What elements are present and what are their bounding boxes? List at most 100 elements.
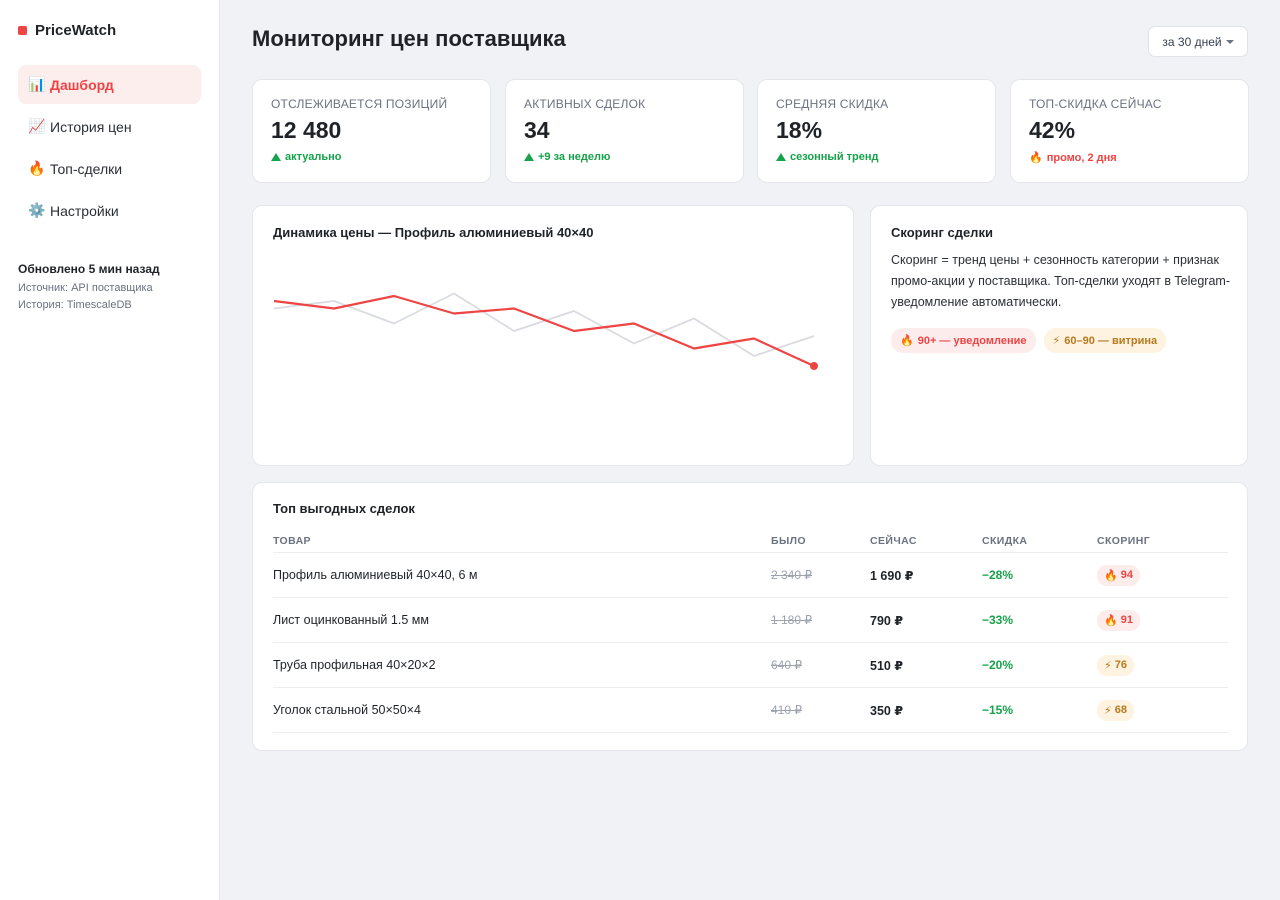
- score-value: 91: [1120, 614, 1133, 626]
- kpi-delta-text: +9 за неделю: [538, 151, 611, 163]
- page-title: Мониторинг цен поставщика: [252, 26, 566, 51]
- fire-icon: 🔥: [1104, 568, 1118, 582]
- score-pill-label: 90+ — уведомление: [917, 334, 1027, 347]
- discount-value: −15%: [982, 703, 1014, 717]
- score-pill-notify: 🔥 90+ — уведомление: [891, 328, 1036, 353]
- reference-series-line: [273, 292, 815, 357]
- scoring-card: Скоринг сделки Скоринг = тренд цены + се…: [870, 205, 1248, 466]
- sidebar: PriceWatch 📊 Дашборд 📈 История цен 🔥 Топ…: [0, 0, 220, 900]
- column-header-was[interactable]: БЫЛО: [771, 534, 806, 547]
- kpi-delta: актуально: [271, 151, 472, 163]
- score-pill-label: 60–90 — витрина: [1064, 334, 1158, 347]
- source-text: Источник: API поставщика: [18, 282, 153, 294]
- kpi-value: 42%: [1029, 117, 1076, 143]
- table-row[interactable]: Труба профильная 40×20×2 640 ₽ 510 ₽ −20…: [273, 643, 1228, 688]
- score-badge: 🔥 94: [1097, 564, 1140, 586]
- product-name: Уголок стальной 50×50×4: [273, 703, 421, 717]
- fire-icon: 🔥: [1104, 613, 1118, 627]
- kpi-delta-text: актуально: [285, 151, 342, 163]
- score-value: 94: [1120, 569, 1133, 581]
- sidebar-item-top-deals[interactable]: 🔥 Топ-сделки: [18, 149, 201, 188]
- table-row[interactable]: Уголок стальной 50×50×4 410 ₽ 350 ₽ −15%…: [273, 688, 1228, 733]
- score-badge: 🔥 91: [1097, 609, 1140, 631]
- bar-chart-icon: 📊: [28, 76, 46, 93]
- top-deals-card: Топ выгодных сделок ТОВАР БЫЛО СЕЙЧАС СК…: [252, 482, 1248, 751]
- brand[interactable]: PriceWatch: [18, 22, 116, 39]
- sidebar-item-label: Настройки: [50, 202, 119, 219]
- current-price: 510 ₽: [870, 658, 904, 673]
- gear-icon: ⚙️: [28, 202, 46, 219]
- kpi-delta: сезонный тренд: [776, 151, 977, 163]
- discount-value: −20%: [982, 658, 1014, 672]
- fire-icon: 🔥: [28, 160, 46, 177]
- lightning-icon: ⚡: [1052, 334, 1061, 347]
- kpi-value: 12 480: [271, 117, 342, 143]
- kpi-delta: +9 за неделю: [524, 151, 725, 163]
- column-header-now[interactable]: СЕЙЧАС: [870, 534, 917, 547]
- kpi-delta: 🔥 промо, 2 дня: [1029, 151, 1230, 164]
- fire-icon: 🔥: [1029, 151, 1043, 164]
- table-row[interactable]: Профиль алюминиевый 40×40, 6 м 2 340 ₽ 1…: [273, 553, 1228, 598]
- kpi-value: 18%: [776, 117, 823, 143]
- sidebar-nav: 📊 Дашборд 📈 История цен 🔥 Топ-сделки ⚙️ …: [18, 65, 201, 233]
- old-price: 640 ₽: [771, 658, 802, 672]
- top-deals-title: Топ выгодных сделок: [273, 501, 415, 516]
- period-select[interactable]: за 30 дней: [1148, 26, 1248, 57]
- sync-status: Обновлено 5 мин назад Источник: API пост…: [18, 262, 160, 316]
- current-price: 1 690 ₽: [870, 568, 914, 583]
- scoring-description: Скоринг = тренд цены + сезонность катего…: [891, 253, 1231, 309]
- kpi-card-tracked: ОТСЛЕЖИВАЕТСЯ ПОЗИЦИЙ 12 480 актуально: [252, 79, 491, 183]
- product-name: Профиль алюминиевый 40×40, 6 м: [273, 568, 478, 582]
- score-pill-showcase: ⚡ 60–90 — витрина: [1043, 328, 1167, 353]
- column-header-score[interactable]: СКОРИНГ: [1097, 534, 1151, 547]
- price-chart-card: Динамика цены — Профиль алюминиевый 40×4…: [252, 205, 854, 466]
- old-price: 1 180 ₽: [771, 613, 812, 627]
- score-value: 76: [1114, 659, 1127, 671]
- kpi-label: ТОП-СКИДКА СЕЙЧАС: [1029, 97, 1162, 111]
- scoring-title: Скоринг сделки: [891, 225, 993, 240]
- sidebar-item-label: Топ-сделки: [50, 160, 123, 177]
- kpi-label: ОТСЛЕЖИВАЕТСЯ ПОЗИЦИЙ: [271, 97, 448, 111]
- fire-icon: 🔥: [900, 334, 914, 347]
- scoring-legend: 🔥 90+ — уведомление ⚡ 60–90 — витрина: [891, 328, 1227, 353]
- table-row[interactable]: Лист оцинкованный 1.5 мм 1 180 ₽ 790 ₽ −…: [273, 598, 1228, 643]
- kpi-delta-text: промо, 2 дня: [1046, 151, 1117, 164]
- history-text: История: TimescaleDB: [18, 299, 132, 311]
- current-price: 790 ₽: [870, 613, 904, 628]
- sidebar-item-dashboard[interactable]: 📊 Дашборд: [18, 65, 201, 104]
- brand-logo-icon: [18, 26, 27, 35]
- sidebar-item-settings[interactable]: ⚙️ Настройки: [18, 191, 201, 230]
- old-price: 410 ₽: [771, 703, 802, 717]
- kpi-delta-text: сезонный тренд: [790, 151, 879, 163]
- kpi-card-top-discount: ТОП-СКИДКА СЕЙЧАС 42% 🔥 промо, 2 дня: [1010, 79, 1249, 183]
- lightning-icon: ⚡: [1104, 703, 1112, 717]
- column-header-discount[interactable]: СКИДКА: [982, 534, 1028, 547]
- sidebar-item-label: История цен: [50, 118, 132, 135]
- score-badge: ⚡ 68: [1097, 699, 1134, 721]
- brand-name: PriceWatch: [35, 22, 117, 39]
- product-name: Труба профильная 40×20×2: [273, 658, 436, 672]
- kpi-label: АКТИВНЫХ СДЕЛОК: [524, 97, 646, 111]
- kpi-label: СРЕДНЯЯ СКИДКА: [776, 97, 889, 111]
- latest-price-point: [810, 362, 818, 370]
- trend-up-icon: [271, 153, 281, 161]
- price-series-line: [273, 294, 815, 367]
- trend-chart-icon: 📈: [28, 118, 46, 135]
- chart-title: Динамика цены — Профиль алюминиевый 40×4…: [273, 225, 594, 240]
- sidebar-item-price-history[interactable]: 📈 История цен: [18, 107, 201, 146]
- kpi-card-active-deals: АКТИВНЫХ СДЕЛОК 34 +9 за неделю: [505, 79, 744, 183]
- chevron-down-icon: [1225, 40, 1234, 44]
- kpi-card-avg-discount: СРЕДНЯЯ СКИДКА 18% сезонный тренд: [757, 79, 996, 183]
- period-select-value: за 30 дней: [1162, 34, 1222, 49]
- trend-up-icon: [776, 153, 786, 161]
- price-chart: [273, 292, 818, 370]
- old-price: 2 340 ₽: [771, 568, 812, 582]
- kpi-value: 34: [524, 117, 550, 143]
- deals-table: ТОВАР БЫЛО СЕЙЧАС СКИДКА СКОРИНГ Профиль…: [273, 529, 1228, 733]
- lightning-icon: ⚡: [1104, 658, 1112, 672]
- current-price: 350 ₽: [870, 703, 904, 718]
- column-header-product[interactable]: ТОВАР: [273, 534, 311, 547]
- discount-value: −33%: [982, 613, 1014, 627]
- table-header: ТОВАР БЫЛО СЕЙЧАС СКИДКА СКОРИНГ: [273, 529, 1228, 553]
- product-name: Лист оцинкованный 1.5 мм: [273, 613, 429, 627]
